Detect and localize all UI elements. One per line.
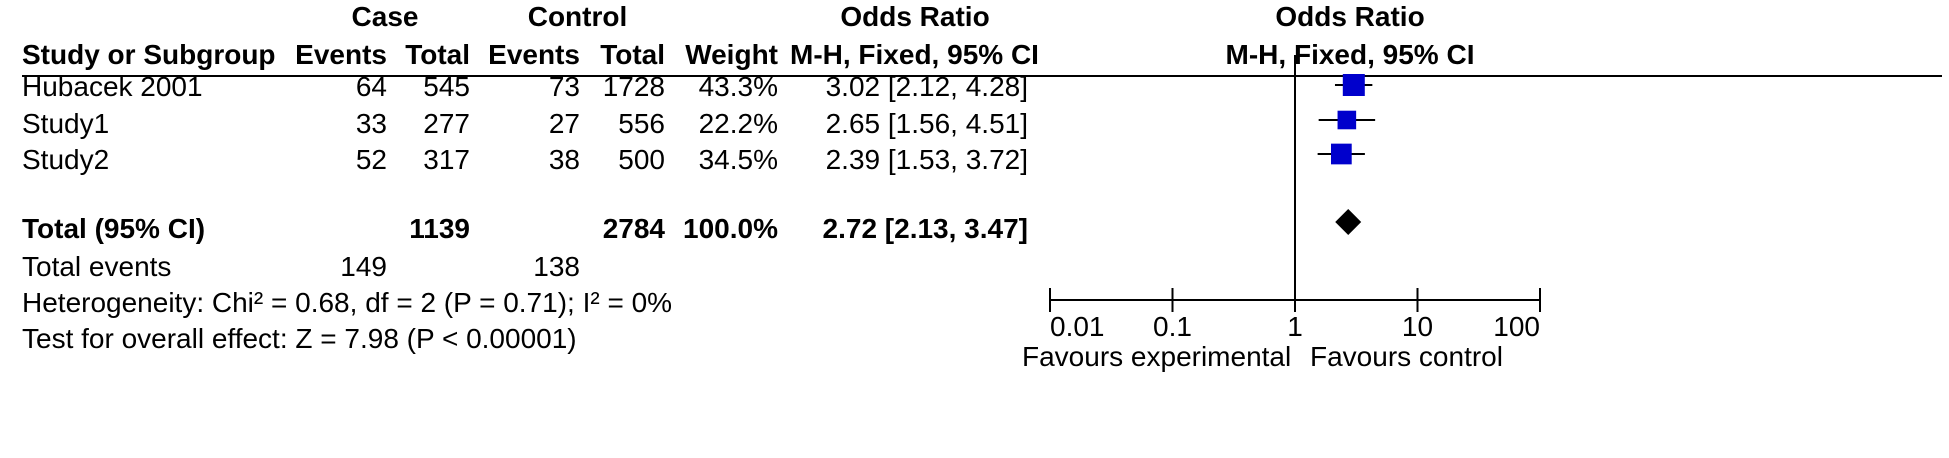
total-label: Total (95% CI) (22, 213, 206, 244)
case-total: 545 (423, 71, 470, 102)
pooled-diamond (1335, 209, 1362, 235)
total-case-events: 149 (340, 251, 387, 282)
odds-ratio-header-left: Odds Ratio (840, 1, 990, 32)
case-total: 277 (423, 108, 470, 139)
study-marker (1337, 110, 1357, 130)
weight-value: 22.2% (698, 108, 778, 139)
total-events-label: Total events (22, 251, 172, 282)
control-events: 27 (548, 108, 580, 139)
heterogeneity-text: Heterogeneity: Chi² = 0.68, df = 2 (P = … (22, 287, 673, 318)
col-method-header-left: M-H, Fixed, 95% CI (790, 39, 1039, 70)
weight-value: 43.3% (698, 71, 778, 102)
ci-text: 3.02 [2.12, 4.28] (825, 71, 1028, 102)
ci-text: 2.39 [1.53, 3.72] (825, 144, 1028, 175)
control-total: 500 (618, 144, 665, 175)
x-tick-label: 100 (1493, 311, 1540, 342)
col-case-total-header: Total (405, 39, 470, 70)
col-method-header-right: M-H, Fixed, 95% CI (1225, 39, 1475, 70)
favours-experimental-label: Favours experimental (1022, 341, 1292, 372)
col-study-header: Study or Subgroup (22, 39, 276, 70)
x-tick-label: 0.01 (1050, 311, 1105, 342)
control-group-header: Control (527, 1, 628, 32)
x-tick-label: 10 (1402, 311, 1433, 342)
overall-effect-text: Test for overall effect: Z = 7.98 (P < 0… (22, 323, 577, 354)
favours-control-label: Favours control (1310, 341, 1503, 372)
study-marker (1342, 74, 1365, 96)
weight-value: 34.5% (698, 144, 778, 175)
control-events: 38 (548, 144, 580, 175)
total-ci-text: 2.72 [2.13, 3.47] (822, 213, 1028, 244)
col-control-total-header: Total (600, 39, 665, 70)
col-control-events-header: Events (488, 39, 580, 70)
case-events: 64 (355, 71, 387, 102)
header-rule (22, 75, 1942, 77)
control-total: 1728 (602, 71, 665, 102)
case-events: 52 (355, 144, 387, 175)
x-tick-label: 0.1 (1153, 311, 1192, 342)
total-control-total: 2784 (602, 213, 665, 244)
study-marker (1330, 143, 1352, 165)
study-name: Hubacek 2001 (22, 71, 203, 102)
x-tick-label: 1 (1287, 311, 1303, 342)
total-case-total: 1139 (409, 213, 470, 244)
col-case-events-header: Events (295, 39, 387, 70)
total-weight: 100.0% (683, 213, 778, 244)
total-control-events: 138 (533, 251, 580, 282)
odds-ratio-header-right: Odds Ratio (1275, 1, 1425, 32)
control-events: 73 (548, 71, 580, 102)
study-name: Study1 (22, 108, 110, 139)
control-total: 556 (618, 108, 665, 139)
col-weight-header: Weight (685, 39, 778, 70)
case-events: 33 (355, 108, 387, 139)
case-group-header: Case (351, 1, 419, 32)
case-total: 317 (423, 144, 470, 175)
ci-text: 2.65 [1.56, 4.51] (825, 108, 1028, 139)
study-name: Study2 (22, 144, 110, 175)
